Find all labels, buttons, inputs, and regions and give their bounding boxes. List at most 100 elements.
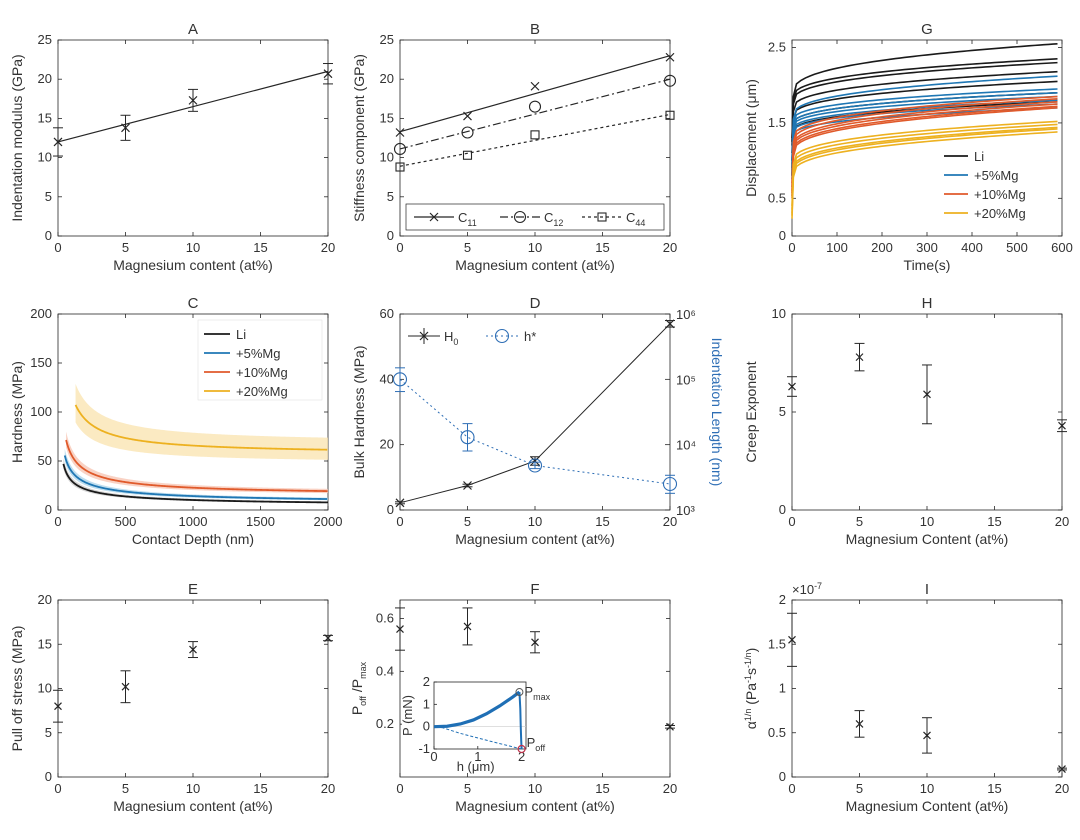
x-axis-label: Magnesium Content (at%): [846, 531, 1009, 547]
x-tick-label: 15: [987, 514, 1001, 529]
data-point: [462, 150, 473, 160]
y-tick-label: 10: [38, 150, 52, 165]
legend-label-part: H: [444, 329, 453, 344]
fit-line: [399, 78, 671, 150]
panel-title: B: [530, 21, 540, 38]
y-axis-label: Creep Exponent: [743, 361, 759, 462]
data-point: [665, 110, 675, 120]
y-tick-label: 5: [45, 189, 52, 204]
series-curve: [791, 98, 1058, 188]
x-tick-label: 5: [122, 781, 129, 796]
inset-bg: [402, 676, 546, 769]
y-axis-label: Displacement (μm): [743, 79, 759, 197]
x-tick-label: 5: [856, 514, 863, 529]
legend-label: H0: [444, 329, 458, 347]
inset-pmax-label-part: P: [524, 684, 533, 699]
series-line: [399, 323, 671, 504]
panel-title: C: [188, 295, 199, 312]
panel-G: 0 100 200 300 400 500 600 0 0.5 1.5 2.5 G Time(s) Dis…: [743, 21, 1073, 273]
y-axis-label-part: off: [358, 695, 368, 705]
x-axis-label: Contact Depth (nm): [132, 531, 254, 547]
legend-label-part: 12: [553, 218, 563, 228]
panel-E: 0 5 10 15 20 0 5 10 15 20 E Magnesium content (at%)…: [9, 581, 335, 814]
panel-title: D: [530, 295, 541, 312]
y2-tick-label: 10⁵: [676, 372, 696, 387]
y-exponent-label-part: ×10: [792, 582, 814, 597]
data-point: [855, 353, 864, 362]
y2-tick-label: 10⁴: [676, 438, 696, 453]
y-tick-label: 20: [380, 71, 394, 86]
y-tick-label: 0.2: [376, 716, 394, 731]
x-tick-label: 10: [920, 781, 934, 796]
data-point: [323, 69, 333, 79]
y-tick-label: 60: [380, 306, 394, 321]
x-tick-label: 20: [321, 240, 335, 255]
x-tick-label: 500: [115, 514, 137, 529]
x-tick-label: 20: [321, 781, 335, 796]
inset-pmax-label: Pmax: [524, 684, 550, 702]
y-tick-label: 5: [45, 725, 52, 740]
y-tick-label: 15: [380, 110, 394, 125]
series-curve: [74, 404, 328, 451]
x-tick-label: 10: [186, 781, 200, 796]
series-curve: [791, 75, 1058, 161]
data-point: [395, 128, 405, 137]
y-tick-label: 50: [38, 453, 52, 468]
y-axis-label-part: s: [743, 668, 759, 675]
series-curve: [791, 61, 1058, 146]
y-axis-label-part: -1: [743, 675, 753, 683]
y-tick-label: 200: [30, 306, 52, 321]
data-point: [527, 458, 543, 473]
series-curve: [791, 126, 1058, 214]
y2-tick-label: 10⁶: [676, 307, 696, 322]
y-tick-label: 1: [779, 681, 786, 696]
series-curve: [791, 70, 1058, 154]
legend-label-part: C: [626, 210, 635, 225]
inset-unload-curve: [518, 691, 523, 750]
inset-y-tick-label: 1: [423, 696, 430, 711]
inset-x-tick-label: 0: [430, 749, 437, 764]
y-axis-label: Hardness (MPa): [9, 361, 25, 463]
legend-C: Li +5%Mg +10%Mg +20%Mg: [197, 319, 323, 401]
y-tick-label: 0.5: [768, 190, 786, 205]
y-tick-label: 20: [38, 592, 52, 607]
legend-label: Li: [974, 149, 984, 164]
data-point: [788, 635, 796, 644]
series-curve: [65, 439, 328, 493]
x-axis-label: Magnesium content (at%): [455, 257, 615, 273]
x-tick-label: 20: [663, 781, 677, 796]
x-tick-label: 0: [54, 781, 61, 796]
y-tick-label: 0.6: [376, 610, 394, 625]
legend-label: C12: [544, 210, 563, 228]
x-tick-label: 500: [1006, 240, 1028, 255]
y-exponent-label-part: -7: [814, 581, 822, 591]
y-axis-label-part: -1/n: [743, 652, 753, 668]
x-tick-label: 0: [396, 514, 403, 529]
data-point: [463, 111, 472, 121]
x-tick-label: 1500: [246, 514, 275, 529]
x-tick-label: 1000: [179, 514, 208, 529]
data-point: [788, 382, 796, 391]
y-tick-label: 0: [779, 769, 786, 784]
x-tick-label: 15: [253, 240, 267, 255]
x-tick-label: 10: [528, 514, 542, 529]
inset-load-curve: [433, 690, 521, 729]
x-tick-label: 5: [122, 240, 129, 255]
data-point: [395, 498, 405, 508]
data-point: [663, 74, 677, 87]
axes-box-E: [57, 599, 329, 778]
y-tick-label: 10: [38, 681, 52, 696]
data-point: [530, 456, 540, 466]
y-tick-label: 100: [30, 404, 52, 419]
y-tick-label: 0: [779, 228, 786, 243]
x-tick-label: 600: [1051, 240, 1073, 255]
x-axis-label: Magnesium content (at%): [455, 798, 615, 814]
x-tick-label: 200: [871, 240, 893, 255]
inset-x-label: h (μm): [457, 759, 495, 774]
x-tick-label: 5: [464, 514, 471, 529]
x-tick-label: 100: [826, 240, 848, 255]
legend-label-part: 11: [467, 218, 476, 228]
x-tick-label: 400: [961, 240, 983, 255]
